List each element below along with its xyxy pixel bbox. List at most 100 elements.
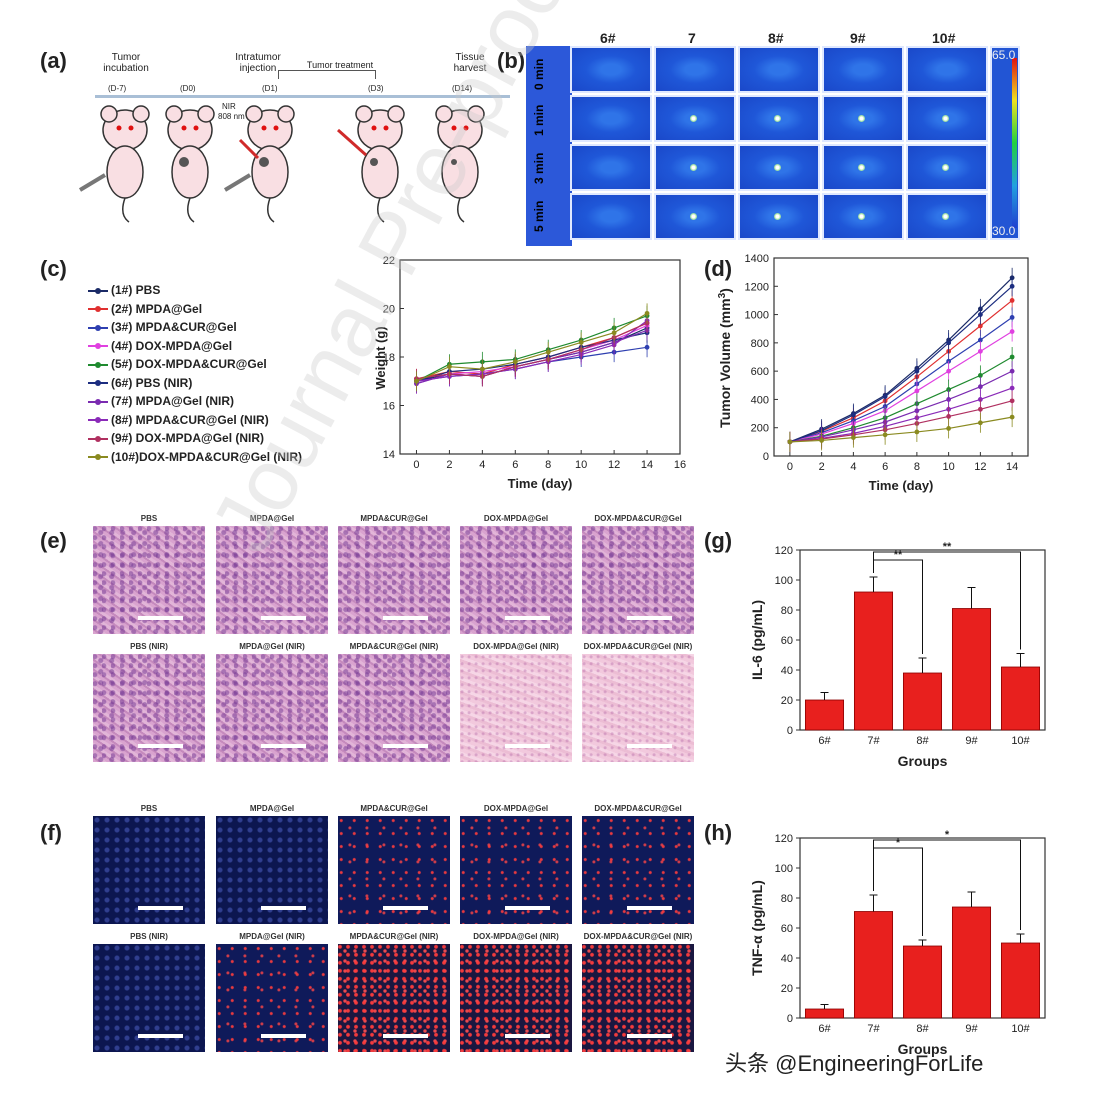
thermal-image	[822, 193, 904, 240]
y-tick-label: 1000	[745, 310, 769, 322]
y-tick-label: 120	[775, 545, 793, 557]
thermal-row-strip	[526, 46, 572, 246]
x-tick-label: 8#	[916, 1023, 929, 1035]
y-tick-label: 120	[775, 833, 793, 845]
hotspot-icon	[942, 213, 950, 221]
tile-caption: MPDA@Gel	[249, 804, 295, 813]
legend-line-icon	[88, 380, 108, 387]
series-line	[789, 299, 1013, 443]
x-tick-label: 7#	[867, 735, 880, 747]
thermal-image	[906, 95, 988, 142]
micrograph	[93, 816, 205, 924]
scale-bar	[261, 616, 306, 620]
hotspot-icon	[774, 164, 782, 172]
y-tick-label: 1200	[745, 281, 769, 293]
stage-title-0: Tumor incubation	[103, 52, 149, 74]
scale-bar	[627, 744, 672, 748]
micrograph	[216, 526, 328, 634]
y-tick-label: 200	[751, 423, 769, 435]
data-point	[578, 340, 584, 345]
legend-label: (7#) MPDA@Gel (NIR)	[111, 394, 235, 408]
treatment-label: Tumor treatment	[306, 60, 374, 70]
y-axis-label: Weight (g)	[373, 326, 388, 389]
tile-caption: DOX-MPDA@Gel (NIR)	[473, 932, 559, 941]
x-tick-label: 14	[1006, 461, 1018, 473]
thermal-image	[570, 95, 652, 142]
thermal-grid	[570, 46, 990, 242]
legend-label: (10#)DOX-MPDA&CUR@Gel (NIR)	[111, 449, 303, 464]
data-point	[914, 429, 920, 435]
y-tick-label: 100	[775, 575, 793, 587]
thermal-col-0: 6#	[600, 30, 616, 46]
series-line	[789, 400, 1013, 443]
data-point	[1009, 329, 1015, 334]
source-credit: 头条 @EngineeringForLife	[725, 1051, 984, 1076]
scale-bar	[505, 1034, 550, 1038]
scale-bar	[138, 616, 183, 620]
data-point	[914, 368, 920, 374]
tile-caption: PBS (NIR)	[130, 932, 168, 941]
micrograph	[582, 654, 694, 762]
micrograph	[582, 944, 694, 1052]
tile-caption: DOX-MPDA@Gel	[483, 804, 549, 813]
significance-bracket	[873, 839, 1021, 930]
legend-label: (5#) DOX-MPDA&CUR@Gel	[111, 357, 267, 371]
series-line	[789, 316, 1013, 443]
data-point	[644, 344, 650, 350]
bar	[1000, 942, 1041, 1019]
significance-label: *	[945, 829, 950, 841]
series-line	[789, 277, 1013, 443]
y-axis-label-sup: 3	[717, 292, 728, 298]
thermal-image	[822, 144, 904, 191]
legend-label: (6#) PBS (NIR)	[111, 375, 193, 390]
legend-item: (7#) MPDA@Gel (NIR)	[88, 394, 234, 408]
thermal-image	[654, 46, 736, 93]
stage-day-1: (D0)	[180, 84, 196, 93]
y-tick-label: 100	[775, 863, 793, 875]
y-tick-label: 400	[751, 394, 769, 406]
legend-item: (8#) MPDA&CUR@Gel (NIR)	[88, 413, 269, 427]
data-point	[977, 312, 983, 317]
x-tick-label: 9#	[965, 735, 978, 747]
legend-label: (3#) MPDA&CUR@Gel	[111, 320, 237, 334]
panel-label-e: (e)	[40, 528, 67, 553]
tile-caption: MPDA@Gel (NIR)	[239, 642, 305, 651]
hotspot-icon	[690, 115, 698, 123]
data-point	[819, 438, 825, 443]
legend-item: (9#) DOX-MPDA@Gel (NIR)	[88, 431, 264, 445]
data-point	[977, 406, 983, 412]
data-point	[479, 366, 485, 372]
legend-item: (10#)DOX-MPDA&CUR@Gel (NIR)	[88, 450, 302, 464]
data-point	[850, 412, 856, 418]
legend-item: (2#) MPDA@Gel	[88, 302, 202, 316]
scale-bar	[261, 744, 306, 748]
x-tick-label: 8	[545, 459, 551, 471]
scale-bar	[261, 1034, 306, 1038]
scale-bar	[383, 744, 428, 748]
mouse-icon	[435, 105, 485, 223]
tumor-volume-chart: 0 2 4 6 8 10 12 14 0 200 400 600 800 1000 1200 1400 Time…	[717, 253, 1029, 493]
y-tick-label: 16	[383, 401, 395, 413]
y-tick-label: 600	[751, 366, 769, 378]
series-line	[789, 416, 1013, 443]
series-line	[416, 315, 648, 382]
hotspot-icon	[858, 164, 866, 172]
data-point	[1009, 385, 1015, 391]
mouse-illustrations	[78, 105, 485, 223]
thermal-image	[570, 46, 652, 93]
y-tick-label: 14	[383, 449, 395, 461]
legend-label: (2#) MPDA@Gel	[111, 301, 203, 316]
stage-title-2: Intratumor injection	[235, 52, 281, 74]
micrograph	[460, 816, 572, 924]
data-point	[977, 372, 983, 378]
bar	[902, 672, 943, 731]
micrograph	[93, 526, 205, 634]
x-tick-label: 10	[943, 461, 955, 473]
series-line	[416, 312, 648, 382]
data-point	[644, 310, 650, 316]
plot-frame	[399, 259, 681, 455]
bar	[951, 906, 992, 1019]
bar	[804, 699, 845, 731]
tile-caption: DOX-MPDA&CUR@Gel (NIR)	[583, 932, 693, 941]
legend-label: (8#) MPDA&CUR@Gel (NIR)	[111, 412, 269, 427]
